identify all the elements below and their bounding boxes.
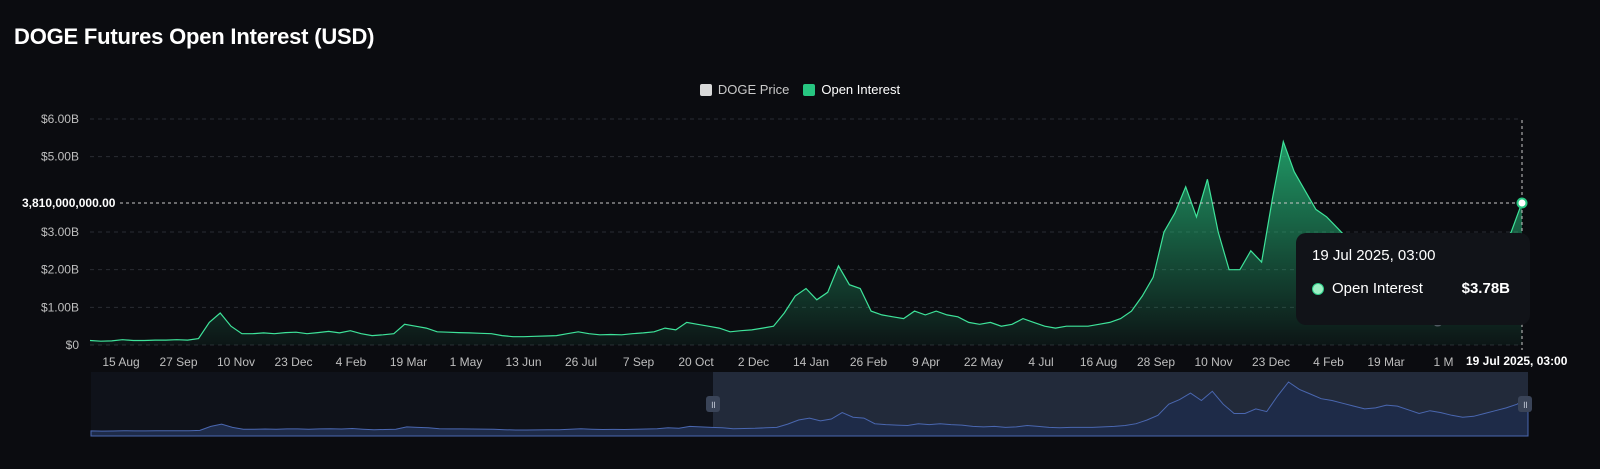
legend-item-doge-price[interactable]: DOGE Price — [699, 82, 790, 97]
x-tick-label: 4 Feb — [1313, 355, 1344, 369]
open-interest-area — [90, 141, 1522, 345]
x-tick-label: 14 Jan — [793, 355, 829, 369]
x-tick-label: 27 Sep — [159, 355, 197, 369]
chart-legend: DOGE Price Open Interest — [0, 82, 1600, 97]
legend-item-open-interest[interactable]: Open Interest — [803, 82, 900, 97]
x-tick-label: 26 Feb — [850, 355, 888, 369]
y-tick-label: $2.00B — [41, 263, 79, 277]
x-tick-label: 10 Nov — [217, 355, 255, 369]
navigator-handle-left[interactable] — [706, 396, 720, 412]
navigator-handle-right-grip: ॥ — [1522, 400, 1528, 411]
x-tick-label: 4 Feb — [336, 355, 367, 369]
tooltip-value: $3.78B — [1461, 280, 1510, 297]
legend-swatch-open-interest — [803, 83, 816, 96]
x-tick-label: 15 Aug — [102, 355, 139, 369]
y-tick-label: $1.00B — [41, 300, 79, 314]
data-tooltip: 19 Jul 2025, 03:00 Open Interest $3.78B — [1296, 233, 1530, 325]
crosshair-x-label: 19 Jul 2025, 03:00 — [1460, 350, 1574, 372]
x-tick-label: 2 Dec — [738, 355, 769, 369]
legend-label-doge-price: DOGE Price — [717, 82, 790, 97]
y-tick-label: $0 — [66, 338, 80, 352]
x-tick-label: 13 Jun — [505, 355, 541, 369]
y-tick-label: $5.00B — [41, 150, 79, 164]
tooltip-date: 19 Jul 2025, 03:00 — [1312, 247, 1436, 264]
x-tick-label: 28 Sep — [1137, 355, 1175, 369]
legend-label-open-interest: Open Interest — [821, 82, 901, 97]
x-tick-label: 1 M — [1433, 355, 1453, 369]
x-tick-label: 4 Jul — [1028, 355, 1053, 369]
x-tick-label: 7 Sep — [623, 355, 655, 369]
tooltip-series-name: Open Interest — [1332, 280, 1423, 297]
chart-title: DOGE Futures Open Interest (USD) — [14, 24, 375, 49]
open-interest-line — [89, 139, 1523, 342]
crosshair-point — [1516, 197, 1528, 209]
navigator-handle-left-grip: ॥ — [710, 400, 716, 411]
x-tick-label: 23 Dec — [274, 355, 312, 369]
x-tick-label: 23 Dec — [1252, 355, 1290, 369]
legend-swatch-doge-price — [699, 83, 712, 96]
x-tick-label: 19 Mar — [390, 355, 427, 369]
navigator-handle-right[interactable] — [1518, 396, 1532, 412]
x-tick-label: 22 May — [964, 355, 1003, 369]
x-tick-label: 20 Oct — [678, 355, 714, 369]
x-tick-label: 1 May — [450, 355, 483, 369]
range-navigator[interactable]: ॥ ॥ — [90, 372, 1532, 437]
x-tick-label: 9 Apr — [912, 355, 940, 369]
crosshair-y-label: 3,810,000,000.00 — [18, 193, 120, 213]
x-tick-label: 16 Aug — [1080, 355, 1117, 369]
y-tick-label: $6.00B — [41, 112, 79, 126]
x-tick-label: 10 Nov — [1194, 355, 1232, 369]
navigator-line — [90, 381, 1529, 437]
tooltip-series-dot-icon — [1312, 282, 1324, 295]
x-tick-label: 26 Jul — [565, 355, 597, 369]
x-tick-label: 19 Mar — [1367, 355, 1404, 369]
y-tick-label: $3.00B — [41, 225, 79, 239]
